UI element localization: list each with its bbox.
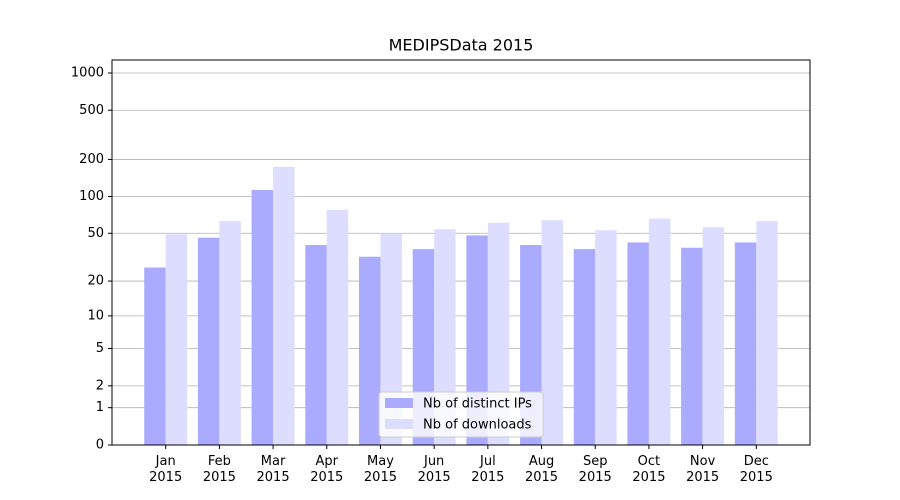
bar	[251, 189, 274, 445]
legend: Nb of distinct IPs Nb of downloads	[378, 391, 544, 438]
bar	[434, 229, 456, 445]
y-tick-label: 1	[96, 400, 104, 415]
bar	[144, 267, 166, 445]
x-tick-label: Jun 2015	[418, 454, 451, 485]
bar	[305, 245, 327, 445]
y-tick-label: 200	[79, 152, 104, 167]
legend-label: Nb of downloads	[423, 418, 532, 433]
y-tick-label: 10	[87, 308, 104, 323]
bar	[627, 242, 649, 445]
bar	[273, 166, 295, 446]
bar	[165, 234, 188, 445]
x-tick-label: Jan 2015	[149, 454, 182, 485]
x-tick-label: Jul 2015	[471, 454, 504, 485]
bar	[648, 218, 671, 445]
bar	[358, 256, 381, 445]
x-tick-label: Aug 2015	[525, 454, 558, 485]
legend-swatch	[385, 419, 413, 429]
legend-swatch	[385, 398, 413, 408]
x-tick-label: Nov 2015	[686, 454, 719, 485]
y-tick-label: 20	[87, 274, 104, 289]
bar	[734, 242, 757, 445]
legend-label: Nb of distinct IPs	[423, 397, 532, 412]
bar	[681, 247, 703, 445]
x-tick-label: Dec 2015	[740, 454, 773, 485]
bar	[756, 221, 778, 445]
y-tick-label: 500	[79, 103, 104, 118]
bar	[573, 249, 596, 445]
bar	[197, 237, 220, 445]
x-tick-label: Mar 2015	[257, 454, 290, 485]
y-tick-label: 5	[96, 341, 104, 356]
y-tick-label: 1000	[71, 65, 104, 80]
y-tick-label: 0	[96, 438, 104, 453]
x-tick-label: Sep 2015	[579, 454, 612, 485]
bar	[219, 221, 241, 445]
y-tick-label: 100	[79, 189, 104, 204]
x-tick-label: May 2015	[364, 454, 397, 485]
x-tick-label: Oct 2015	[632, 454, 665, 485]
bar	[595, 230, 617, 445]
bar	[326, 209, 349, 445]
bar	[487, 222, 510, 445]
x-tick-label: Feb 2015	[203, 454, 236, 485]
y-tick-label: 50	[87, 226, 104, 241]
legend-box	[378, 391, 544, 438]
bar	[541, 220, 564, 445]
y-tick-label: 2	[96, 378, 104, 393]
chart-title: MEDIPSData 2015	[389, 36, 534, 55]
plot-frame	[111, 59, 811, 446]
bar	[702, 227, 725, 445]
x-tick-label: Apr 2015	[310, 454, 343, 485]
